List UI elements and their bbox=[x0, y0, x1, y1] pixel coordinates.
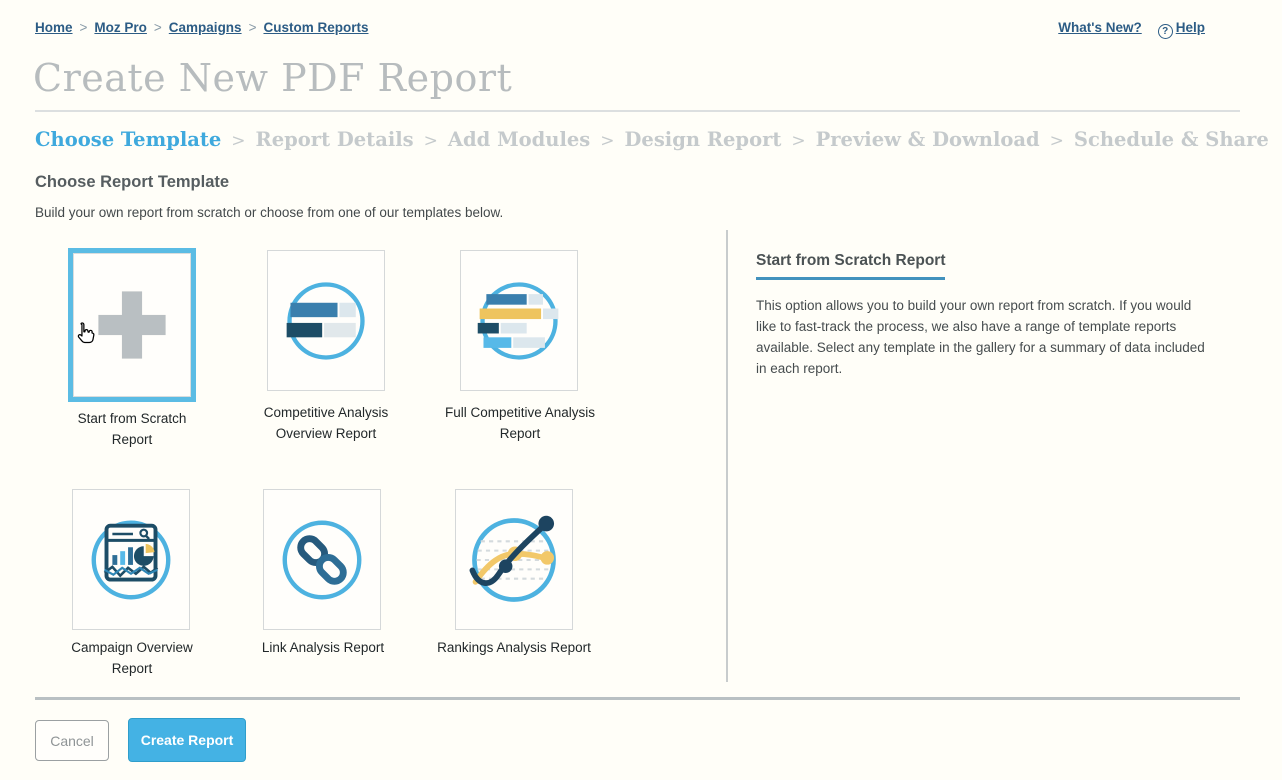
horizontal-bar-chart-4-icon bbox=[477, 281, 559, 360]
detail-panel-body: This option allows you to build your own… bbox=[756, 298, 1205, 377]
breadcrumb-link-custom-reports[interactable]: Custom Reports bbox=[263, 20, 369, 35]
step-nav: Choose Template > Report Details > Add Modul… bbox=[35, 128, 1269, 151]
horizontal-bar-chart-2-icon bbox=[286, 281, 365, 360]
breadcrumb-link-moz-pro[interactable]: Moz Pro bbox=[94, 20, 147, 35]
breadcrumb-link-home[interactable]: Home bbox=[35, 20, 73, 35]
header-links: What's New?? Help bbox=[1058, 20, 1205, 39]
step-separator: > bbox=[231, 131, 246, 151]
step-choose-template[interactable]: Choose Template bbox=[35, 128, 222, 151]
template-label-competitive-analysis-overview: Competitive Analysis Overview Report bbox=[263, 405, 389, 441]
template-label-start-from-scratch: Start from Scratch Report bbox=[77, 411, 187, 447]
template-label-campaign-overview: Campaign Overview Report bbox=[71, 640, 193, 676]
footer-divider bbox=[35, 697, 1240, 700]
dashboard-icon bbox=[91, 520, 171, 599]
breadcrumb-separator: > bbox=[248, 20, 257, 35]
help-question-icon: ? bbox=[1157, 24, 1173, 39]
template-label-link-analysis: Link Analysis Report bbox=[261, 640, 385, 655]
template-label-full-competitive-analysis: Full Competitive Analysis Report bbox=[444, 405, 596, 441]
whats-new-link[interactable]: What's New? bbox=[1058, 20, 1142, 35]
create-report-button[interactable]: Create Report bbox=[128, 718, 246, 762]
step-separator: > bbox=[1049, 131, 1064, 151]
step-separator: > bbox=[600, 131, 615, 151]
step-separator: > bbox=[423, 131, 438, 151]
breadcrumb-separator: > bbox=[153, 20, 162, 35]
step-schedule-share: Schedule & Share bbox=[1073, 128, 1269, 151]
template-tile-full-competitive-analysis[interactable] bbox=[460, 250, 578, 391]
help-link[interactable]: Help bbox=[1175, 20, 1205, 35]
template-label-rankings-analysis: Rankings Analysis Report bbox=[437, 640, 591, 655]
template-tile-campaign-overview[interactable] bbox=[72, 489, 190, 630]
template-tile-rankings-analysis[interactable] bbox=[455, 489, 573, 630]
step-preview-download: Preview & Download bbox=[815, 128, 1040, 151]
cancel-button[interactable]: Cancel bbox=[35, 720, 109, 761]
step-design-report: Design Report bbox=[624, 128, 782, 151]
breadcrumb-separator: > bbox=[79, 20, 88, 35]
plus-icon bbox=[98, 291, 166, 359]
gallery-detail-divider bbox=[726, 230, 728, 682]
step-report-details: Report Details bbox=[255, 128, 414, 151]
step-separator: > bbox=[791, 131, 806, 151]
section-title: Choose Report Template bbox=[35, 173, 230, 191]
line-chart-icon bbox=[469, 515, 556, 602]
page-title: Create New PDF Report bbox=[33, 56, 513, 100]
title-divider bbox=[35, 110, 1240, 112]
detail-panel-title: Start from Scratch Report bbox=[756, 252, 946, 280]
breadcrumb-link-campaigns[interactable]: Campaigns bbox=[168, 20, 242, 35]
breadcrumb: Home > Moz Pro > Campaigns > Custom Reports bbox=[35, 20, 368, 35]
detail-panel: Start from Scratch Report This option al… bbox=[756, 252, 1211, 379]
chain-link-icon bbox=[282, 520, 362, 599]
template-tile-competitive-analysis-overview[interactable] bbox=[267, 250, 385, 391]
step-add-modules: Add Modules bbox=[447, 128, 591, 151]
section-subtitle: Build your own report from scratch or ch… bbox=[35, 205, 504, 220]
template-tile-start-from-scratch[interactable] bbox=[68, 248, 196, 402]
template-tile-link-analysis[interactable] bbox=[263, 489, 381, 630]
